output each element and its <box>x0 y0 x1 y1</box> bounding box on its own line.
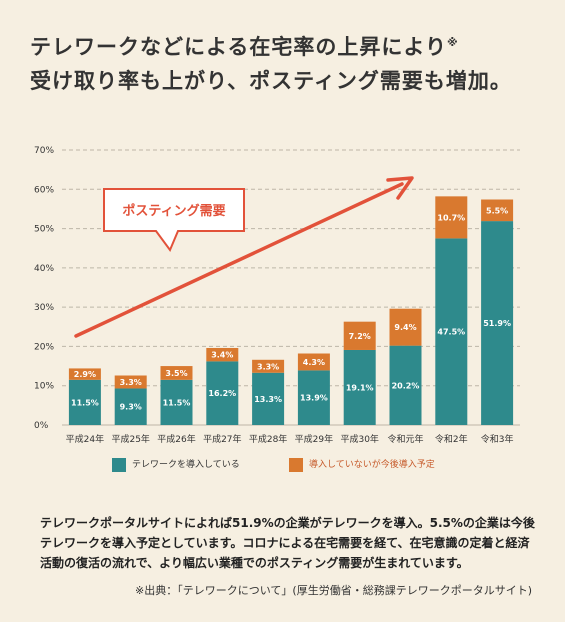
title-line-1: テレワークなどによる在宅率の上昇により <box>30 35 447 59</box>
x-tick-label: 平成24年 <box>66 433 104 445</box>
legend-label-orange: 導入していないが今後導入予定 <box>309 460 435 470</box>
title-note-mark: ※ <box>446 36 459 49</box>
x-tick-label: 平成28年 <box>249 433 287 445</box>
bar-segment-teal <box>435 238 468 425</box>
data-label: 4.3% <box>303 358 325 367</box>
y-tick-label: 20% <box>34 342 54 352</box>
x-tick-label: 平成29年 <box>295 433 333 445</box>
legend-item-orange: 導入していないが今後導入予定 <box>289 458 435 472</box>
bar-segment-orange <box>435 196 468 239</box>
data-label: 7.2% <box>349 332 371 341</box>
bar-segment-orange <box>160 366 193 380</box>
data-label: 13.9% <box>300 394 328 403</box>
bar-chart: 0% 10% 20% 30% 40% 50% 60% 70% 11.5% 2.9% 平成24年 9.3… <box>34 146 520 445</box>
description-text: テレワークポータルサイトによれば51.9%の企業がテレワークを導入。5.5%の企… <box>40 516 535 570</box>
data-label: 19.1% <box>346 383 374 392</box>
callout-box <box>103 188 245 253</box>
data-label: 3.3% <box>257 362 279 371</box>
bar-segment-teal <box>114 388 147 425</box>
y-tick-label: 0% <box>34 421 49 431</box>
trend-arrow-head <box>386 176 414 200</box>
title-line-2: 受け取り率も上がり、ポスティング需要も増加。 <box>30 69 512 93</box>
bar-segment-teal <box>343 349 376 425</box>
x-tick-label: 令和元年 <box>387 433 423 445</box>
data-label: 2.9% <box>74 370 96 379</box>
bar-segment-teal <box>389 345 422 425</box>
bar-segment-teal <box>206 361 239 425</box>
bar-segment-orange <box>343 321 376 350</box>
data-label: 20.2% <box>392 381 420 390</box>
y-tick-label: 60% <box>34 185 54 195</box>
callout-label: ポスティング需要 <box>122 203 225 219</box>
data-label: 3.5% <box>165 369 187 378</box>
x-tick-label: 令和3年 <box>481 433 514 445</box>
data-label: 47.5% <box>437 328 465 337</box>
bar-segment-teal <box>160 379 193 425</box>
legend-label-teal: テレワークを導入している <box>132 460 240 470</box>
bar-segment-orange <box>68 368 101 380</box>
bar-segment-orange <box>206 348 239 362</box>
x-tick-label: 平成26年 <box>157 433 195 445</box>
chart-title: テレワークなどによる在宅率の上昇により※ 受け取り率も上がり、ポスティング需要も… <box>30 26 550 98</box>
legend-item-teal: テレワークを導入している <box>112 458 240 472</box>
data-label: 3.4% <box>211 351 233 360</box>
data-label: 3.3% <box>120 378 142 387</box>
data-label: 16.2% <box>208 389 236 398</box>
data-label: 10.7% <box>437 213 465 222</box>
data-label: 51.9% <box>483 319 511 328</box>
data-label: 9.4% <box>394 323 416 332</box>
bar-segment-orange <box>389 308 422 346</box>
data-label: 5.5% <box>486 206 508 215</box>
y-tick-label: 50% <box>34 225 54 235</box>
source-note: ※出典：「テレワークについて」(厚生労働省・総務課テレワークポータルサイト) <box>135 584 532 597</box>
bar-segment-orange <box>252 359 285 373</box>
bar-segment-orange <box>481 199 514 222</box>
legend-swatch-teal <box>112 458 126 472</box>
x-tick-label: 平成25年 <box>111 433 149 445</box>
trend-arrow-shaft <box>74 182 404 338</box>
data-label: 13.3% <box>254 395 282 404</box>
bar-segment-teal <box>68 379 101 425</box>
bar-segment-teal <box>481 221 514 425</box>
bar-segment-teal <box>297 370 330 425</box>
x-tick-label: 平成27年 <box>203 433 241 445</box>
y-tick-label: 10% <box>34 382 54 392</box>
bar-segment-orange <box>114 375 147 389</box>
y-tick-label: 40% <box>34 264 54 274</box>
bar-segment-orange <box>297 353 330 371</box>
legend-swatch-orange <box>289 458 303 472</box>
data-label: 11.5% <box>163 398 191 407</box>
y-tick-label: 30% <box>34 303 54 313</box>
x-tick-label: 平成30年 <box>340 433 378 445</box>
x-tick-label: 令和2年 <box>435 433 468 445</box>
y-tick-label: 70% <box>34 146 54 156</box>
data-label: 11.5% <box>71 398 99 407</box>
data-label: 9.3% <box>120 403 142 412</box>
bar-segment-teal <box>252 372 285 425</box>
